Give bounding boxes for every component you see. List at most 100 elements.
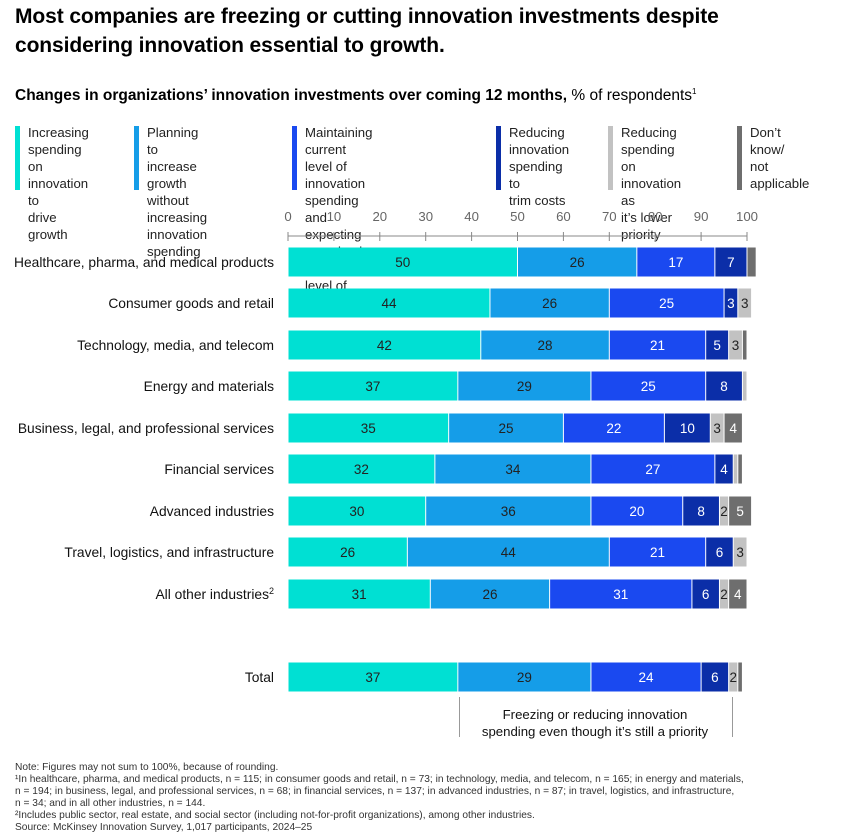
bar-segment [710,413,724,443]
bar-value-label: 27 [645,462,660,477]
bar-segment [706,537,733,567]
bracket-lines [459,697,733,737]
bar-value-label: 35 [361,421,376,436]
x-tick-label: 50 [510,209,525,224]
bar-segment [458,371,591,401]
bar-segment [481,330,609,360]
bar-value-label: 26 [542,296,557,311]
x-tick-label: 10 [327,209,342,224]
legend-swatch [134,126,139,190]
bar-value-label: 29 [517,379,532,394]
bar-value-label: 4 [720,462,728,477]
bar-value-label: 37 [365,670,380,685]
bar-segment [637,247,715,277]
bar-value-label: 25 [499,421,514,436]
bar-segment [701,662,729,692]
bar-value-label: 25 [659,296,674,311]
bar-segment [288,579,430,609]
category-label: Energy and materials [144,379,274,394]
bar-segment [490,288,609,318]
bar-value-label: 3 [727,296,735,311]
bar-segment [288,330,481,360]
bar-segment [733,537,747,567]
bar-value-label: 24 [639,670,655,685]
bar-segment [288,496,426,526]
bar-segment [719,496,729,526]
legend-label: Increasing spending on innovation to dri… [28,125,89,242]
bar-segment [591,454,715,484]
chart-subtitle: Changes in organizations’ innovation inv… [15,82,696,106]
bar-segment [729,496,752,526]
legend-swatch [496,126,501,190]
note-rounding: Note: Figures may not sum to 100%, becau… [15,762,279,773]
bar-segment [591,662,701,692]
bar-segment [288,288,490,318]
bar-value-label: 8 [720,379,728,394]
x-tick-label: 90 [694,209,709,224]
bar-segment [706,371,742,401]
bar-segment [719,579,729,609]
bar-segment [288,662,458,692]
category-label: Financial services [164,462,274,477]
bar-segment [706,330,729,360]
bar-segment [733,454,738,484]
bar-value-label: 34 [505,462,521,477]
legend-label: Reducing innovation spending to trim cos… [509,125,570,208]
bar-segment [609,288,724,318]
bar-value-label: 5 [736,504,744,519]
bar-value-label: 31 [613,587,628,602]
bar-segment [715,454,733,484]
subtitle-bold: Changes in organizations’ innovation inv… [15,87,568,105]
category-label: Travel, logistics, and infrastructure [64,545,274,560]
bar-segment [747,247,756,277]
bar-segment [724,288,738,318]
bar-segment [288,371,458,401]
bar-segment [563,413,664,443]
note-other-industries: ²Includes public sector, real estate, an… [15,810,535,822]
bar-segment [288,454,435,484]
bar-segment [449,413,563,443]
note-source: Source: McKinsey Innovation Survey, 1,01… [15,822,313,834]
legend-swatch [292,126,297,190]
bar-segment [591,496,683,526]
bar-value-label: 22 [606,421,621,436]
legend-swatch [608,126,613,190]
bar-value-label: 3 [741,296,749,311]
bar-value-label: 6 [711,670,719,685]
bar-segment [742,371,747,401]
bar-segment [288,413,449,443]
bar-value-label: 2 [729,670,737,685]
bar-value-label: 30 [349,504,364,519]
bar-segment [288,247,517,277]
bar-value-label: 6 [702,587,710,602]
category-label: Business, legal, and professional servic… [18,421,274,436]
category-label: Consumer goods and retail [108,296,274,311]
footnotes: Note: Figures may not sum to 100%, becau… [15,762,835,835]
bar-value-label: 26 [570,255,585,270]
category-label: Total [245,670,274,685]
x-tick-label: 80 [648,209,663,224]
subtitle-rest: % of respondents [567,87,693,105]
x-tick-label: 0 [284,209,291,224]
bar-segment [518,247,637,277]
legend-label: Don’t know/ not applicable [750,125,810,191]
bar-value-label: 21 [650,338,665,353]
bar-value-label: 42 [377,338,392,353]
bar-value-label: 4 [734,587,742,602]
bar-value-label: 50 [395,255,410,270]
bar-segment [738,288,752,318]
bar-value-label: 2 [720,504,728,519]
bar-value-label: 32 [354,462,369,477]
category-label: Healthcare, pharma, and medical products [14,255,274,270]
bar-segment [683,496,719,526]
bar-value-label: 6 [716,545,724,560]
bar-value-label: 2 [720,587,728,602]
legend-swatch [737,126,742,190]
bar-segment [692,579,719,609]
bar-segment [715,247,747,277]
x-tick-label: 30 [418,209,433,224]
legend-swatch [15,126,20,190]
bar-value-label: 8 [697,504,705,519]
bar-value-label: 37 [365,379,380,394]
bar-segment [430,579,550,609]
